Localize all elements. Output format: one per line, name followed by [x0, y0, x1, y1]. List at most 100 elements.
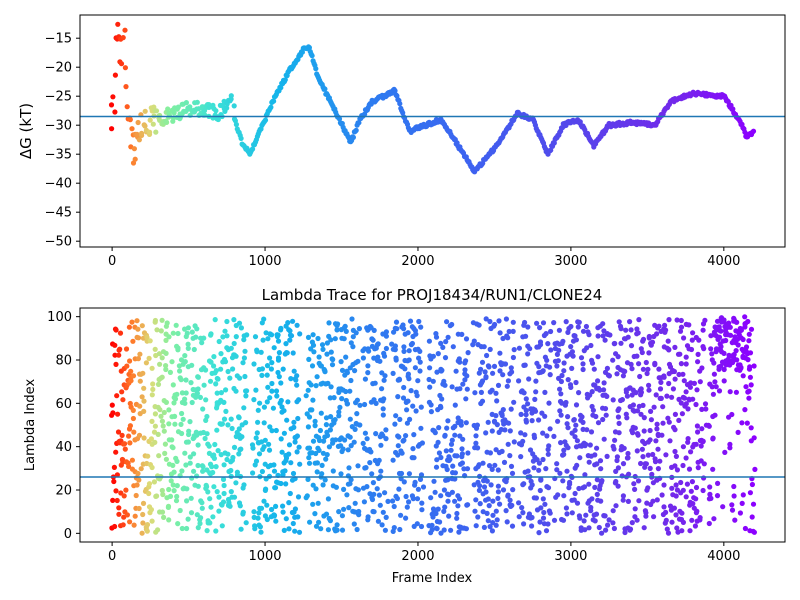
- lambda-point: [640, 454, 646, 460]
- lambda-point: [152, 411, 158, 417]
- delta-g-point: [120, 35, 126, 41]
- lambda-point: [306, 455, 312, 461]
- lambda-point: [182, 353, 188, 359]
- lambda-point: [211, 363, 217, 369]
- lambda-point: [690, 396, 696, 402]
- lambda-point: [221, 490, 227, 497]
- lambda-point: [426, 338, 432, 344]
- lambda-point: [160, 491, 166, 498]
- lambda-point: [348, 377, 354, 384]
- lambda-x-tick-label: 0: [108, 549, 116, 564]
- lambda-point: [430, 514, 436, 520]
- lambda-point: [273, 427, 279, 434]
- lambda-point: [502, 427, 508, 433]
- lambda-point: [362, 430, 368, 436]
- lambda-point: [480, 460, 486, 466]
- lambda-point: [561, 447, 567, 453]
- lambda-point: [124, 363, 130, 369]
- delta-g-point: [134, 131, 140, 137]
- lambda-point: [490, 498, 496, 504]
- lambda-point: [742, 407, 748, 413]
- lambda-point: [523, 407, 529, 414]
- lambda-point: [317, 427, 323, 434]
- lambda-point: [238, 446, 244, 452]
- delta-g-point: [135, 119, 141, 126]
- lambda-point: [405, 398, 411, 404]
- lambda-point: [251, 361, 257, 367]
- lambda-point: [406, 348, 412, 354]
- delta-g-points: [108, 21, 757, 175]
- lambda-point: [635, 432, 641, 438]
- lambda-point: [161, 428, 167, 434]
- lambda-point: [706, 520, 712, 527]
- lambda-point: [270, 405, 276, 411]
- lambda-point: [187, 460, 193, 466]
- lambda-point: [593, 511, 600, 517]
- lambda-point: [438, 530, 444, 536]
- lambda-point: [475, 445, 481, 451]
- lambda-point: [453, 368, 459, 374]
- lambda-point: [215, 376, 221, 382]
- lambda-point: [130, 407, 136, 413]
- lambda-point: [115, 429, 122, 435]
- lambda-point: [131, 429, 137, 435]
- lambda-point: [364, 436, 370, 442]
- lambda-point: [429, 522, 435, 528]
- lambda-point: [138, 466, 144, 472]
- lambda-point: [325, 527, 331, 533]
- lambda-point: [484, 510, 490, 516]
- lambda-point: [269, 332, 275, 338]
- lambda-point: [710, 391, 717, 397]
- lambda-point: [146, 490, 152, 497]
- lambda-point: [315, 500, 321, 506]
- lambda-point: [137, 378, 143, 384]
- lambda-point: [175, 330, 181, 337]
- lambda-point: [401, 344, 407, 350]
- lambda-point: [449, 321, 455, 328]
- lambda-point: [695, 465, 701, 471]
- delta-g-point: [551, 140, 557, 146]
- lambda-point: [445, 498, 451, 504]
- lambda-point: [283, 341, 289, 347]
- lambda-point: [573, 402, 580, 408]
- lambda-point: [140, 520, 146, 526]
- lambda-point: [666, 347, 672, 353]
- lambda-point: [194, 326, 200, 332]
- lambda-point: [137, 403, 143, 409]
- lambda-point: [639, 446, 646, 452]
- lambda-point: [228, 489, 234, 495]
- lambda-point: [654, 421, 660, 427]
- lambda-point: [286, 526, 292, 532]
- lambda-point: [731, 493, 737, 499]
- lambda-point: [747, 350, 754, 356]
- lambda-point: [645, 452, 651, 458]
- lambda-point: [415, 486, 421, 492]
- lambda-point: [428, 495, 434, 501]
- lambda-point: [681, 395, 688, 401]
- lambda-point: [290, 318, 296, 324]
- lambda-point: [533, 389, 539, 395]
- lambda-point: [264, 516, 270, 523]
- lambda-point: [343, 354, 349, 360]
- lambda-point: [374, 342, 380, 348]
- lambda-point: [291, 424, 297, 430]
- delta-g-point: [228, 96, 234, 102]
- lambda-point: [507, 453, 513, 459]
- lambda-point: [511, 347, 517, 353]
- lambda-point: [330, 440, 336, 446]
- lambda-point: [304, 493, 310, 499]
- lambda-point: [156, 453, 162, 459]
- lambda-point: [565, 329, 571, 335]
- lambda-point: [165, 504, 171, 510]
- lambda-point: [551, 433, 557, 439]
- lambda-point: [418, 425, 424, 431]
- lambda-point: [433, 525, 440, 531]
- lambda-point: [625, 455, 631, 461]
- lambda-point: [287, 337, 293, 343]
- lambda-point: [592, 452, 598, 458]
- lambda-point: [473, 497, 479, 503]
- delta-g-point: [147, 129, 153, 135]
- lambda-point: [330, 468, 336, 474]
- lambda-point: [280, 503, 286, 509]
- lambda-point: [126, 324, 132, 330]
